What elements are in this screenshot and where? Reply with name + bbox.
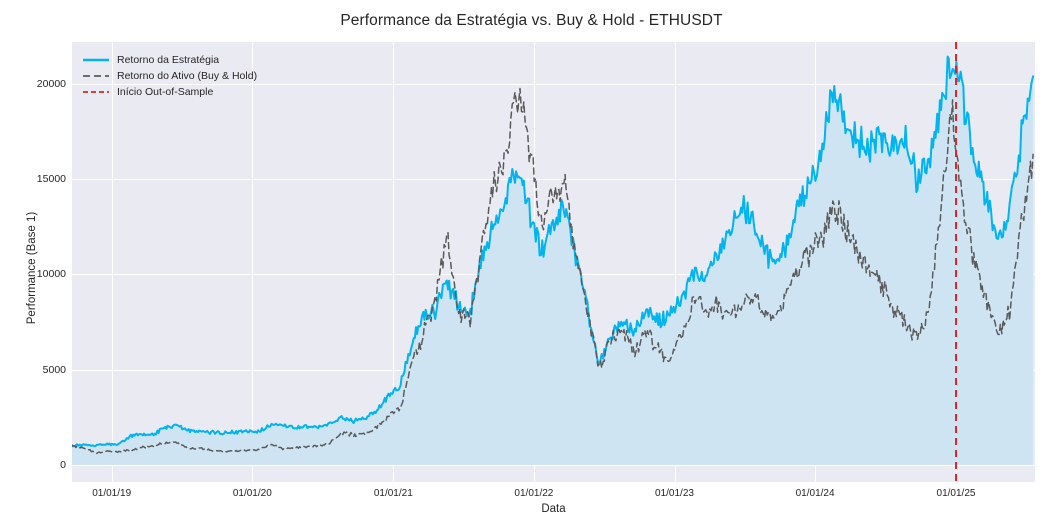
series-line-strategy	[72, 55, 1035, 448]
x-axis-tick-labels: 01/01/19 01/01/20 01/01/21 01/01/22 01/01/23…	[72, 488, 1035, 504]
gridline-horizontal	[72, 464, 1035, 466]
y-tick-label: 20000	[36, 77, 66, 90]
legend-item[interactable]: Retorno da Estratégia	[82, 52, 257, 67]
x-axis-title: Data	[541, 503, 566, 515]
x-tick-label: 01/01/20	[232, 488, 272, 499]
x-tick-label: 01/01/19	[92, 488, 132, 499]
y-tick-label: 5000	[42, 363, 66, 376]
legend-item[interactable]: Retorno do Ativo (Buy & Hold)	[82, 68, 257, 83]
chart-title: Performance da Estratégia vs. Buy & Hold…	[340, 12, 723, 29]
gridline-vertical	[674, 42, 676, 482]
red-dashed-line-key	[82, 86, 110, 98]
legend-item-label: Retorno do Ativo (Buy & Hold)	[117, 69, 258, 82]
gridline-vertical	[111, 42, 113, 482]
series-line-buy-hold	[72, 87, 1034, 455]
legend-item-label: Retorno da Estratégia	[117, 53, 220, 66]
strategy-area-fill	[72, 56, 1034, 465]
chart-legend: Retorno da Estratégia Retorno do Ativo (B…	[78, 50, 261, 102]
x-tick-label: 01/01/21	[373, 488, 413, 499]
x-tick-label: 01/01/22	[514, 488, 554, 499]
x-tick-label: 01/01/23	[655, 488, 694, 499]
y-axis-title: Performance (Base 1)	[26, 211, 38, 325]
x-tick-label: 01/01/24	[795, 488, 835, 499]
dashed-line-key	[82, 70, 110, 82]
plot-area	[72, 42, 1035, 482]
x-tick-label: 01/01/25	[936, 488, 976, 499]
solid-line-key	[82, 54, 110, 66]
y-tick-label: 15000	[36, 173, 66, 186]
legend-item-label: Início Out-of-Sample	[117, 85, 214, 98]
gridline-horizontal	[72, 83, 1035, 85]
y-tick-label: 0	[60, 458, 66, 471]
gridline-horizontal	[72, 179, 1035, 181]
gridline-vertical	[252, 42, 254, 482]
legend-item[interactable]: Início Out-of-Sample	[82, 84, 257, 99]
series-canvas	[72, 42, 1035, 482]
y-axis-tick-labels: 0 5000 10000 15000 20000	[0, 42, 66, 482]
gridline-vertical	[393, 42, 395, 482]
y-tick-label: 10000	[36, 268, 66, 281]
